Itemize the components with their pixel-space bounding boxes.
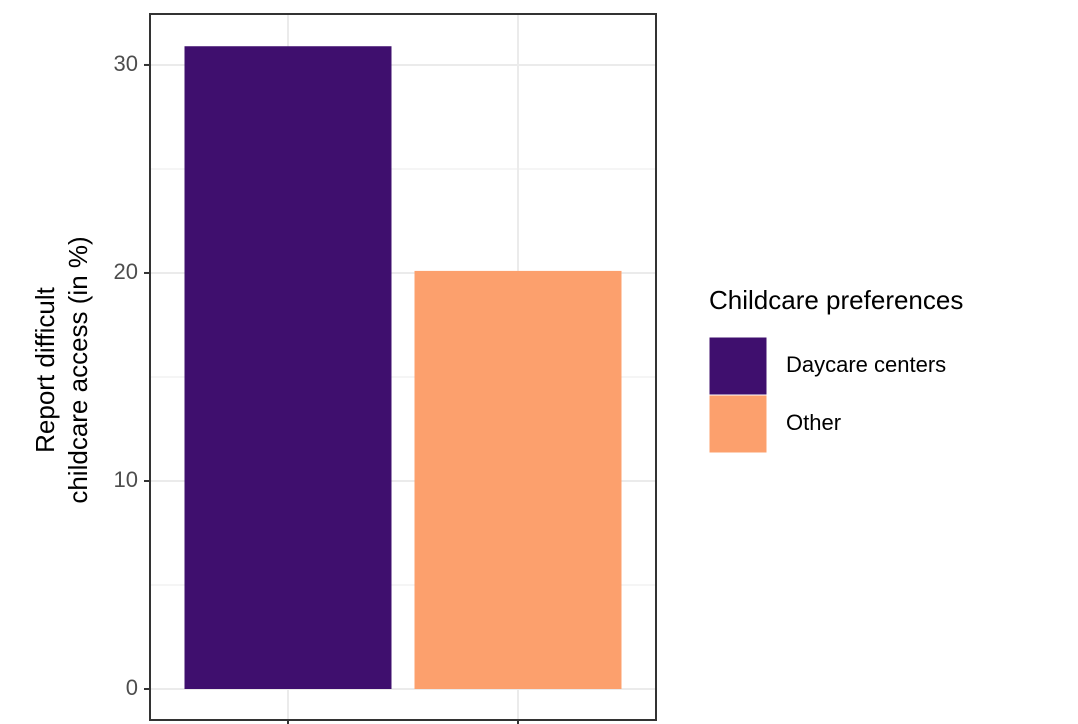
bar [184,46,392,690]
y-axis-title: Report difficult childcare access (in %) [30,236,93,503]
bar [414,270,622,690]
y-axis-title-line: childcare access (in %) [63,236,93,503]
y-tick-label: 30 [114,51,138,76]
legend-key [708,394,768,454]
legend-label: Other [786,410,841,435]
y-tick-label: 10 [114,467,138,492]
y-axis-title-line: Report difficult [30,286,60,452]
legend-key [708,336,768,396]
legend-label: Daycare centers [786,352,946,377]
panel-border [149,13,657,721]
y-tick-label: 0 [126,675,138,700]
y-tick-label: 20 [114,259,138,284]
legend-title: Childcare preferences [709,285,963,315]
